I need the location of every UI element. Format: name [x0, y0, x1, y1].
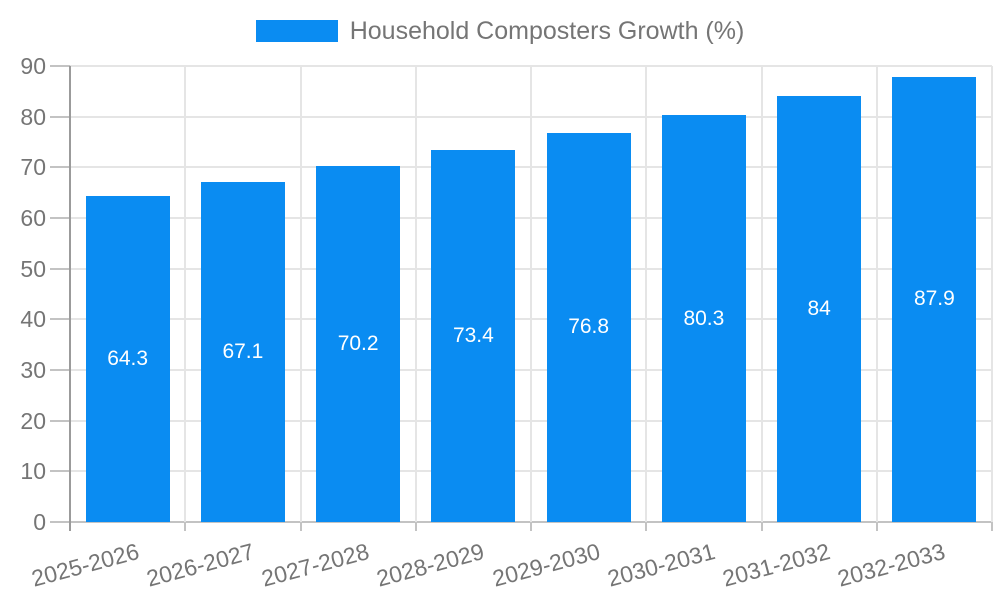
y-axis-tick-label: 60 — [20, 205, 46, 231]
bar[interactable] — [85, 196, 170, 522]
x-axis-tick — [299, 522, 302, 531]
y-axis-tick — [50, 267, 70, 270]
legend-label: Household Composters Growth (%) — [349, 17, 745, 45]
bar-value-label: 67.1 — [222, 340, 264, 363]
bar-value-label: 84 — [807, 297, 831, 321]
y-axis-tick — [50, 166, 70, 169]
bar-value-label: 70.2 — [337, 332, 379, 356]
bar[interactable] — [200, 182, 285, 522]
y-axis-tick-label: 50 — [20, 255, 46, 282]
y-axis-tick-label: 70 — [20, 154, 46, 181]
chart-legend: Household Composters Growth (%) — [0, 17, 1000, 45]
y-axis-tick — [50, 217, 70, 219]
y-axis-tick-label: 10 — [20, 458, 46, 485]
x-axis-tick — [645, 522, 648, 531]
gridline-x — [414, 66, 417, 522]
y-axis-tick — [50, 369, 70, 371]
x-axis-tick-label: 2030-2031 — [604, 538, 718, 592]
y-axis-tick — [50, 470, 70, 473]
y-axis-tick — [50, 65, 70, 67]
bar-value-label: 87.9 — [913, 287, 955, 311]
x-axis-tick — [760, 522, 763, 531]
y-axis-tick-label: 20 — [20, 407, 46, 434]
y-axis-tick — [50, 521, 70, 523]
gridline-x — [991, 66, 993, 522]
legend-swatch — [255, 20, 338, 42]
bar[interactable] — [431, 150, 516, 522]
gridline-x — [530, 66, 532, 522]
bar-value-label: 80.3 — [683, 306, 725, 330]
y-axis-tick-label: 30 — [20, 357, 46, 383]
y-axis-tick — [50, 318, 70, 321]
y-axis-tick-label: 40 — [20, 306, 46, 333]
y-axis-tick-label: 0 — [33, 509, 46, 535]
x-axis-tick — [875, 522, 878, 531]
gridline-x — [299, 66, 302, 522]
gridline-x — [184, 66, 187, 522]
x-axis-tick — [184, 522, 187, 531]
bar-value-label: 73.4 — [452, 324, 494, 348]
x-axis-tick-label: 2031-2032 — [719, 538, 833, 592]
gridline-x — [760, 66, 763, 522]
bar-value-label: 76.8 — [568, 315, 610, 339]
x-axis-tick — [414, 522, 417, 531]
y-axis-tick — [50, 115, 70, 118]
x-axis-tick — [530, 522, 532, 531]
bar[interactable] — [892, 76, 977, 522]
y-axis-line — [69, 66, 71, 531]
y-axis-tick-label: 80 — [20, 103, 46, 130]
x-axis-tick-label: 2032-2033 — [835, 538, 949, 592]
gridline-x — [875, 66, 878, 522]
x-axis-tick-label: 2025-2026 — [28, 538, 142, 592]
gridline-x — [645, 66, 648, 522]
legend-item-household-composters[interactable]: Household Composters Growth (%) — [255, 17, 745, 45]
x-axis-tick-label: 2026-2027 — [143, 538, 257, 592]
y-axis-tick-label: 90 — [20, 53, 46, 79]
bar-value-label: 64.3 — [107, 347, 149, 371]
bar[interactable] — [316, 166, 401, 522]
x-axis-tick — [991, 522, 993, 531]
bar[interactable] — [777, 96, 862, 522]
bar[interactable] — [661, 115, 746, 522]
x-axis-tick-label: 2028-2029 — [374, 538, 488, 592]
x-axis-tick-label: 2029-2030 — [489, 538, 603, 592]
y-axis-tick — [50, 419, 70, 422]
x-axis-tick-label: 2027-2028 — [258, 538, 372, 592]
bar[interactable] — [546, 132, 631, 522]
